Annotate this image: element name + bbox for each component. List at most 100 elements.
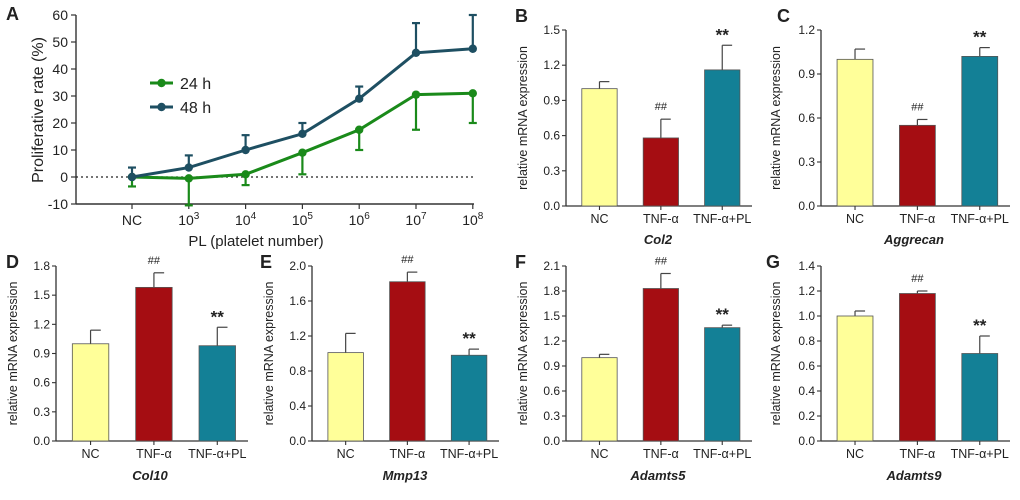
y-tick-label: 1.8 (33, 259, 50, 273)
x-tick-label: TNF-α (136, 447, 172, 461)
y-tick-label: 1.8 (543, 284, 560, 298)
y-tick-label: 1.4 (798, 259, 815, 273)
y-tick-label: 1.5 (543, 309, 560, 323)
y-axis-title: relative mRNA expression (262, 282, 276, 426)
panel-b-label: B (515, 6, 528, 26)
y-tick-label: 1.2 (289, 329, 306, 343)
x-tick-label: NC (82, 447, 100, 461)
x-tick-label: 108 (462, 211, 484, 228)
bar (704, 69, 741, 207)
x-tick-label: TNF-α+PL (951, 447, 1009, 461)
x-tick-label: 104 (235, 211, 257, 228)
y-axis-title: relative mRNA expression (516, 282, 530, 426)
data-point (127, 172, 137, 182)
legend-label: 48 h (180, 100, 211, 117)
x-tick-label: TNF-α+PL (693, 212, 751, 226)
y-tick-label: 60 (52, 7, 68, 23)
data-point (298, 148, 307, 157)
y-tick-label: 0.9 (543, 93, 560, 107)
y-tick-label: 1.2 (33, 317, 50, 331)
y-tick-label: 0.6 (543, 384, 560, 398)
x-axis-title: PL (platelet number) (188, 233, 323, 250)
data-point (411, 48, 421, 57)
y-tick-label: 0.6 (543, 129, 560, 143)
gene-title: Aggrecan (883, 232, 944, 247)
y-tick-label: 0.3 (543, 409, 560, 423)
bar (961, 56, 999, 207)
y-tick-label: 0.0 (289, 434, 306, 448)
significance-mark: ## (911, 101, 924, 113)
y-axis-title: Proliferative rate (%) (30, 37, 47, 183)
y-tick-label: 0.4 (289, 399, 306, 413)
y-tick-label: 0.6 (798, 111, 815, 125)
bar (581, 88, 618, 207)
y-tick-label: 2.1 (543, 259, 560, 273)
x-tick-label: NC (590, 447, 608, 461)
y-tick-label: 1.2 (543, 334, 560, 348)
y-tick-label: 0.0 (33, 434, 50, 448)
significance-mark: ## (911, 273, 924, 285)
data-point (468, 44, 477, 53)
bar (961, 353, 999, 442)
bar (198, 345, 236, 442)
y-tick-label: 0.4 (798, 384, 815, 398)
x-tick-label: TNF-α+PL (440, 447, 498, 461)
significance-mark: ** (462, 329, 476, 348)
significance-mark: ## (655, 101, 668, 113)
y-tick-label: 20 (52, 115, 68, 131)
bar (581, 357, 618, 442)
bar (836, 315, 874, 442)
y-tick-label: 2.0 (289, 259, 306, 273)
y-tick-label: 40 (52, 61, 68, 77)
legend-swatch-marker (157, 102, 166, 112)
y-axis-title: relative mRNA expression (516, 46, 530, 190)
significance-mark: ** (716, 305, 730, 324)
data-point (184, 174, 193, 183)
y-tick-label: 0.3 (798, 155, 815, 169)
y-tick-label: 0.8 (289, 364, 306, 378)
panel-g-label: G (766, 252, 780, 272)
y-tick-label: 0.8 (798, 334, 815, 348)
bar (642, 137, 679, 207)
bar (704, 327, 741, 442)
y-tick-label: 1.0 (798, 309, 815, 323)
data-point (355, 94, 364, 103)
legend-swatch-marker (157, 78, 166, 88)
y-tick-label: 0.9 (33, 347, 50, 361)
bar (899, 293, 936, 442)
significance-mark: ** (211, 307, 225, 326)
significance-mark: ** (973, 316, 987, 335)
gene-title: Col2 (644, 232, 673, 247)
data-point (241, 170, 250, 179)
y-tick-label: 0.9 (543, 359, 560, 373)
x-tick-label: TNF-α (900, 447, 936, 461)
x-tick-label: TNF-α (643, 447, 679, 461)
bar (899, 124, 936, 207)
y-tick-label: 10 (52, 142, 68, 158)
y-tick-label: 0.0 (798, 199, 815, 213)
y-tick-label: -10 (48, 196, 68, 212)
y-tick-label: 30 (52, 88, 68, 104)
y-tick-label: 1.5 (543, 23, 560, 37)
bar (327, 352, 364, 442)
panel-e-label: E (260, 252, 272, 272)
y-tick-label: 0.6 (798, 359, 815, 373)
data-point (468, 89, 477, 98)
x-tick-label: TNF-α+PL (951, 212, 1009, 226)
x-tick-label: 106 (349, 211, 371, 228)
x-tick-label: NC (846, 447, 864, 461)
y-tick-label: 0.0 (543, 434, 560, 448)
y-tick-label: 0.3 (33, 405, 50, 419)
x-tick-label: TNF-α (643, 212, 679, 226)
data-point (241, 145, 250, 155)
y-tick-label: 50 (52, 34, 68, 50)
data-point (184, 163, 193, 172)
data-point (411, 90, 421, 99)
y-axis-title: relative mRNA expression (6, 282, 20, 426)
y-tick-label: 1.2 (798, 23, 815, 37)
y-tick-label: 1.5 (33, 288, 50, 302)
x-tick-label: 107 (405, 211, 427, 228)
y-tick-label: 0.0 (798, 434, 815, 448)
gene-title: Mmp13 (383, 468, 429, 483)
